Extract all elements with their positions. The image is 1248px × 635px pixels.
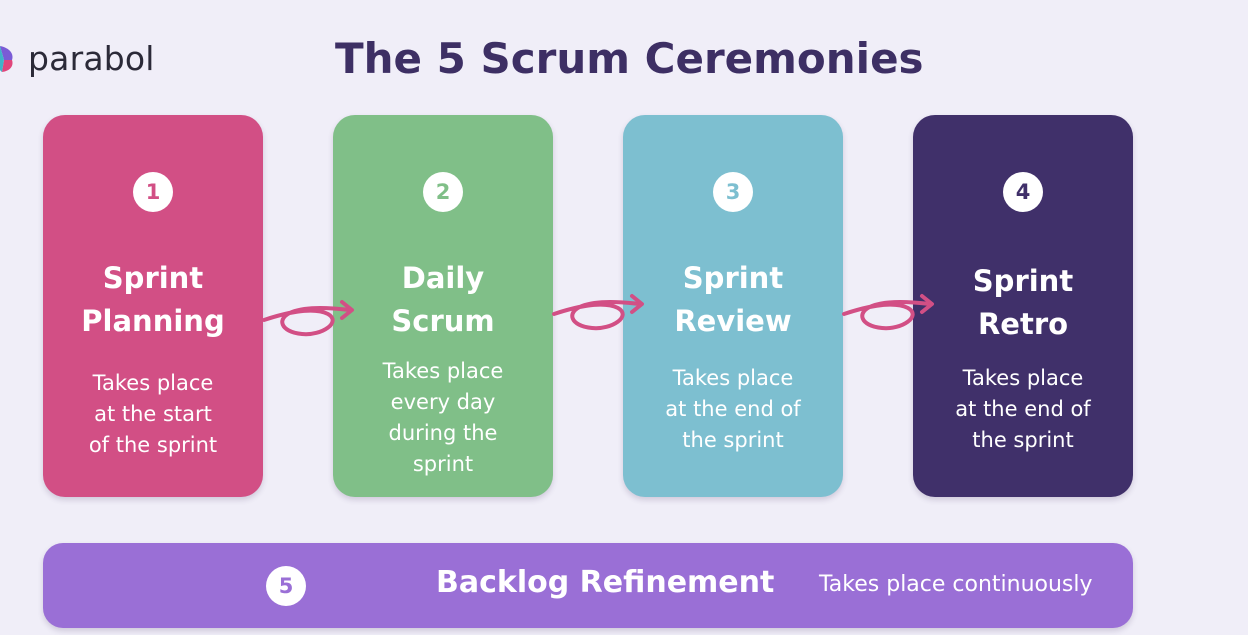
page-title: The 5 Scrum Ceremonies <box>335 34 924 83</box>
step-number-badge: 5 <box>266 566 306 606</box>
card-description-line: the sprint <box>972 428 1074 452</box>
card-title-line: Scrum <box>391 304 495 338</box>
parabol-logo-icon <box>0 46 13 72</box>
card-description: Takes place at the end of the sprint <box>913 363 1133 456</box>
card-description-line: the sprint <box>682 428 784 452</box>
card-description: Takes place at the end of the sprint <box>623 363 843 456</box>
card-sprint-review: 3 Sprint Review Takes place at the end o… <box>623 115 843 497</box>
card-title: Daily Scrum <box>333 257 553 343</box>
card-description: Takes place at the start of the sprint <box>43 368 263 461</box>
card-description-line: at the start <box>94 402 212 426</box>
card-title-line: Sprint <box>682 261 784 295</box>
card-daily-scrum: 2 Daily Scrum Takes place every day duri… <box>333 115 553 497</box>
refinement-title: Backlog Refinement <box>436 565 775 600</box>
card-description-line: during the <box>388 421 498 445</box>
card-title-line: Daily <box>401 261 485 295</box>
card-description-line: every day <box>390 390 496 414</box>
card-description-line: at the end of <box>665 397 801 421</box>
step-number-badge: 2 <box>423 172 463 212</box>
loop-arrow-icon <box>842 294 934 331</box>
loop-arrow-icon <box>262 300 354 337</box>
card-description-line: Takes place <box>962 366 1084 390</box>
card-description-line: sprint <box>412 452 474 476</box>
card-description-line: of the sprint <box>88 433 218 457</box>
card-title-line: Review <box>674 304 792 338</box>
step-number-badge: 1 <box>133 172 173 212</box>
card-description-line: Takes place <box>92 371 214 395</box>
card-title-line: Sprint <box>102 261 204 295</box>
card-title-line: Retro <box>977 307 1069 341</box>
parabol-logo: parabol <box>0 38 155 78</box>
card-title-line: Sprint <box>972 264 1074 298</box>
card-title: Sprint Review <box>623 257 843 343</box>
refinement-description: Takes place continuously <box>819 572 1093 597</box>
card-description: Takes place every day during the sprint <box>333 356 553 480</box>
card-sprint-retro: 4 Sprint Retro Takes place at the end of… <box>913 115 1133 497</box>
card-title-line: Planning <box>81 304 225 338</box>
card-title: Sprint Planning <box>43 257 263 343</box>
loop-arrow-icon <box>552 294 644 331</box>
card-description-line: Takes place <box>672 366 794 390</box>
card-sprint-planning: 1 Sprint Planning Takes place at the sta… <box>43 115 263 497</box>
card-description-line: Takes place <box>382 359 504 383</box>
card-description-line: at the end of <box>955 397 1091 421</box>
brand-name: parabol <box>28 38 155 78</box>
step-number-badge: 4 <box>1003 172 1043 212</box>
card-backlog-refinement: 5 Backlog Refinement Takes place continu… <box>43 543 1133 628</box>
step-number-badge: 3 <box>713 172 753 212</box>
card-title: Sprint Retro <box>913 260 1133 346</box>
